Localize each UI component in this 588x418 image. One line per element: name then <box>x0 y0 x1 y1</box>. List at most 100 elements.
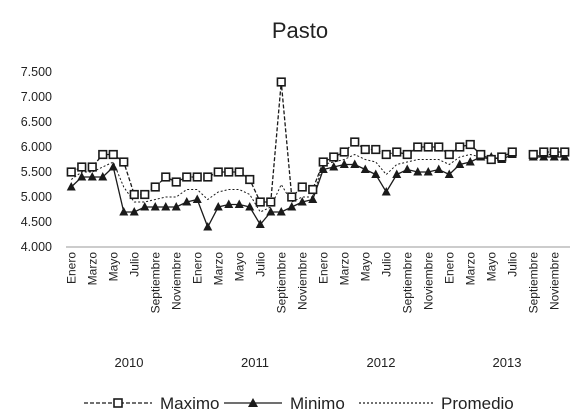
legend: Maximo Minimo Promedio <box>84 394 514 413</box>
maximo-point <box>213 167 223 177</box>
minimo-point <box>161 202 171 211</box>
x-tick-label: Julio <box>253 252 267 277</box>
x-tick-label: Marzo <box>211 252 225 286</box>
y-tick-label: 6.500 <box>21 115 52 129</box>
chart-title: Pasto <box>272 18 328 43</box>
minimo-point <box>381 187 391 196</box>
y-tick-label: 4.000 <box>21 240 52 254</box>
minimo-point <box>234 199 244 208</box>
x-tick-label: Julio <box>505 252 519 277</box>
maximo-point <box>171 177 181 187</box>
minimo-point <box>98 172 108 181</box>
minimo-point <box>423 167 433 176</box>
minimo-point <box>308 194 318 203</box>
maximo-point <box>465 139 475 150</box>
minimo-point <box>318 164 328 173</box>
x-tick-label: Mayo <box>484 252 498 282</box>
x-tick-label: Enero <box>316 252 330 284</box>
x-tick-label: Septiembre <box>526 252 540 314</box>
maximo-point <box>297 182 307 192</box>
maximo-point <box>560 147 570 157</box>
minimo-point <box>276 207 286 216</box>
maximo-point <box>486 154 496 165</box>
maximo-point <box>192 172 202 182</box>
minimo-point <box>255 219 265 228</box>
legend-item-maximo: Maximo <box>84 394 220 413</box>
maximo-point <box>549 147 559 157</box>
maximo-point <box>182 172 192 182</box>
x-tick-label: Mayo <box>358 252 372 282</box>
maximo-point <box>318 157 328 167</box>
maximo-point <box>77 162 87 172</box>
legend-marker <box>113 398 123 408</box>
y-tick-label: 5.000 <box>21 190 52 204</box>
year-label: 2013 <box>493 355 522 370</box>
x-tick-label: Septiembre <box>400 252 414 314</box>
maximo-point <box>255 197 265 207</box>
minimo-point <box>444 169 454 178</box>
promedio-line <box>70 153 513 213</box>
minimo-point <box>213 202 223 211</box>
minimo-point <box>266 207 276 216</box>
minimo-point <box>77 172 87 181</box>
x-tick-label: Noviembre <box>295 252 309 310</box>
maximo-series <box>66 77 570 207</box>
maximo-point <box>476 149 486 160</box>
x-tick-label: Julio <box>127 252 141 277</box>
x-tick-label: Enero <box>442 252 456 284</box>
maximo-point <box>444 149 454 160</box>
maximo-point <box>497 152 507 162</box>
maximo-point <box>129 189 139 200</box>
legend-label: Promedio <box>441 394 514 413</box>
x-tick-label: Marzo <box>463 252 477 286</box>
minimo-point <box>360 164 370 173</box>
maximo-point <box>98 149 108 160</box>
minimo-point <box>339 159 349 168</box>
maximo-point <box>539 147 549 157</box>
minimo-point <box>465 157 475 166</box>
minimo-point <box>413 167 423 176</box>
x-tick-label: Marzo <box>85 252 99 286</box>
minimo-point <box>87 172 97 181</box>
maximo-line <box>70 81 513 203</box>
maximo-point <box>350 137 360 147</box>
maximo-point <box>371 144 381 155</box>
year-label: 2010 <box>115 355 144 370</box>
x-tick-label: Enero <box>64 252 78 284</box>
maximo-point <box>339 147 349 157</box>
minimo-point <box>171 202 181 211</box>
minimo-point <box>392 169 402 178</box>
minimo-point <box>245 202 255 211</box>
x-tick-label: Marzo <box>337 252 351 286</box>
maximo-point <box>287 192 297 202</box>
maximo-point <box>140 189 150 200</box>
x-tick-label: Noviembre <box>169 252 183 310</box>
maximo-point <box>360 144 370 155</box>
promedio-series <box>70 153 565 213</box>
year-label: 2011 <box>241 355 269 370</box>
maximo-point <box>234 167 244 177</box>
x-tick-label: Mayo <box>106 252 120 282</box>
y-tick-label: 7.500 <box>21 65 52 79</box>
y-tick-label: 7.000 <box>21 90 52 104</box>
maximo-point <box>308 184 318 195</box>
minimo-point <box>371 169 381 178</box>
minimo-point <box>455 159 465 168</box>
x-tick-label: Mayo <box>232 252 246 282</box>
maximo-point <box>455 142 465 152</box>
plot-area <box>66 77 570 231</box>
minimo-point <box>350 159 360 168</box>
maximo-point <box>266 197 276 207</box>
minimo-point <box>329 162 339 171</box>
maximo-point <box>392 147 402 157</box>
maximo-point <box>507 147 517 157</box>
x-tick-label: Noviembre <box>421 252 435 310</box>
year-label: 2012 <box>367 355 396 370</box>
minimo-point <box>297 197 307 206</box>
minimo-point <box>192 194 202 203</box>
minimo-point <box>402 164 412 173</box>
minimo-point <box>434 164 444 173</box>
legend-label: Maximo <box>160 394 220 413</box>
